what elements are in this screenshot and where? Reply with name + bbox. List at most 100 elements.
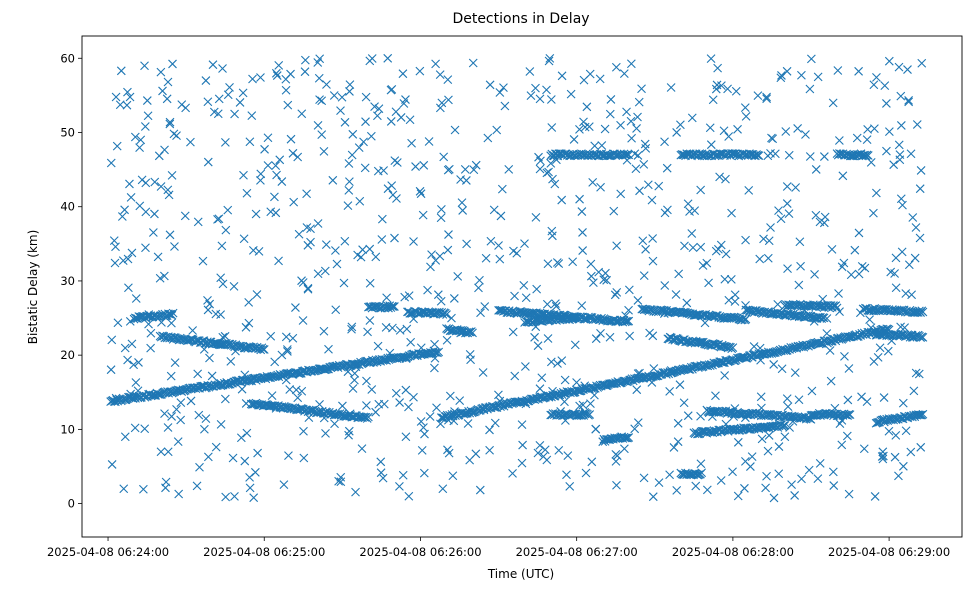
data-point [546, 95, 556, 104]
data-point [294, 229, 304, 239]
data-point [203, 305, 213, 315]
data-point [846, 270, 856, 280]
data-point [518, 440, 527, 450]
data-point [443, 245, 453, 255]
data-point [533, 341, 543, 351]
data-point [385, 348, 395, 358]
data-point [811, 210, 821, 220]
data-point [376, 457, 386, 467]
data-point [769, 360, 779, 369]
data-point [450, 407, 459, 416]
data-point [223, 90, 233, 100]
data-point [915, 184, 925, 194]
data-point [903, 65, 912, 74]
data-point [271, 403, 281, 413]
data-point [365, 278, 375, 288]
data-point [241, 399, 251, 408]
data-point [361, 117, 370, 127]
data-point [702, 485, 712, 495]
data-point [165, 230, 175, 240]
data-point [260, 144, 269, 154]
data-point [898, 398, 908, 408]
data-point [192, 481, 202, 491]
data-point [345, 87, 354, 96]
data-point [120, 343, 130, 353]
data-point [390, 302, 399, 311]
data-point [586, 271, 596, 281]
data-point [291, 385, 301, 395]
data-point [695, 337, 705, 347]
data-point [870, 492, 880, 501]
data-point [401, 354, 411, 363]
data-point [866, 323, 876, 332]
data-point [315, 95, 324, 104]
data-point [347, 150, 357, 160]
data-point [218, 64, 227, 73]
data-point [715, 172, 724, 182]
data-point [486, 236, 496, 246]
data-point [896, 121, 906, 130]
data-point [884, 426, 894, 436]
data-point [682, 298, 692, 308]
data-point [442, 310, 451, 319]
data-point [300, 67, 310, 77]
data-point [829, 481, 839, 490]
data-point [272, 71, 282, 80]
y-axis-label: Bistatic Delay (km) [26, 230, 40, 345]
data-point [293, 152, 303, 162]
data-point [571, 312, 580, 322]
data-point [755, 254, 765, 264]
data-point [711, 391, 720, 401]
data-point [918, 409, 928, 419]
data-point [485, 445, 494, 455]
data-point [362, 376, 371, 386]
data-point [768, 134, 778, 144]
data-point [580, 381, 590, 391]
data-point [819, 313, 829, 323]
data-point [160, 145, 169, 155]
data-point [834, 289, 843, 298]
data-point [336, 106, 345, 116]
data-point [524, 317, 534, 327]
data-point [581, 468, 591, 478]
data-point [360, 413, 370, 422]
data-point [359, 137, 368, 147]
data-point [591, 424, 601, 434]
data-point [283, 100, 293, 110]
data-point [274, 60, 284, 70]
data-point [299, 426, 308, 436]
data-point [258, 344, 268, 354]
data-point [107, 460, 117, 469]
data-point [340, 117, 350, 127]
data-point [557, 195, 567, 205]
data-point [704, 278, 713, 288]
data-point [626, 59, 636, 69]
data-point [776, 214, 786, 224]
data-point [229, 281, 239, 291]
data-point [239, 170, 248, 180]
data-point [740, 483, 749, 493]
data-point [125, 316, 135, 326]
data-point [479, 404, 489, 414]
data-point [419, 160, 429, 170]
data-point [320, 266, 330, 276]
data-point [911, 368, 921, 378]
data-point [627, 133, 636, 143]
data-point [869, 208, 878, 218]
data-point [823, 338, 832, 348]
data-point [431, 255, 441, 265]
data-point [675, 380, 685, 390]
data-point [199, 344, 209, 354]
data-point [411, 162, 420, 171]
data-point [373, 111, 382, 121]
data-point [256, 169, 266, 179]
data-point [894, 140, 904, 150]
y-tick-label: 40 [60, 200, 75, 214]
data-point [416, 189, 426, 199]
data-point [551, 299, 560, 308]
data-point [784, 150, 794, 160]
data-point [764, 236, 774, 246]
data-point [794, 395, 804, 405]
data-point [205, 353, 214, 363]
data-point [687, 229, 697, 238]
